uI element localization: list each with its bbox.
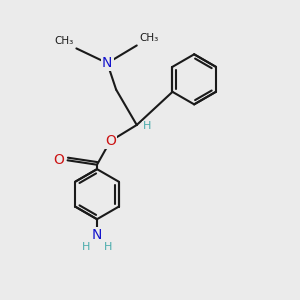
Text: H: H	[104, 242, 112, 252]
Text: O: O	[105, 134, 116, 148]
Text: CH₃: CH₃	[54, 36, 74, 46]
Text: O: O	[54, 153, 64, 167]
Text: N: N	[92, 228, 102, 242]
Text: H: H	[82, 242, 90, 252]
Text: CH₃: CH₃	[140, 33, 159, 43]
Text: H: H	[143, 122, 151, 131]
Text: N: N	[102, 56, 112, 70]
